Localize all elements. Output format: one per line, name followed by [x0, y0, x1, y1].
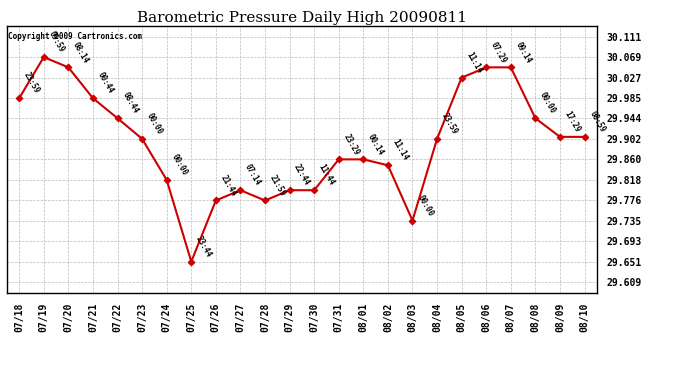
Point: [333, 156, 344, 162]
Text: 00:00: 00:00: [538, 91, 558, 116]
Text: 09:14: 09:14: [513, 40, 533, 64]
Text: 23:59: 23:59: [440, 111, 460, 136]
Text: 21:44: 21:44: [219, 173, 238, 198]
Text: 17:29: 17:29: [563, 110, 582, 134]
Point: [235, 187, 246, 193]
Point: [579, 134, 590, 140]
Point: [505, 64, 516, 70]
Point: [456, 75, 467, 81]
Text: 00:00: 00:00: [170, 153, 189, 177]
Text: 09:59: 09:59: [46, 30, 66, 54]
Text: 21:59: 21:59: [268, 173, 287, 198]
Title: Barometric Pressure Daily High 20090811: Barometric Pressure Daily High 20090811: [137, 11, 467, 25]
Point: [161, 177, 172, 183]
Text: 00:14: 00:14: [366, 132, 386, 157]
Point: [210, 198, 221, 204]
Point: [88, 95, 99, 101]
Text: 11:14: 11:14: [391, 138, 410, 162]
Text: 00:00: 00:00: [145, 111, 164, 136]
Text: 22:44: 22:44: [293, 163, 312, 188]
Point: [284, 187, 295, 193]
Point: [38, 54, 49, 60]
Point: [112, 115, 123, 121]
Text: 00:00: 00:00: [415, 193, 435, 218]
Point: [14, 95, 25, 101]
Text: 11:44: 11:44: [317, 163, 336, 188]
Point: [530, 115, 541, 121]
Text: 07:29: 07:29: [489, 40, 509, 64]
Point: [137, 136, 148, 142]
Point: [358, 156, 369, 162]
Text: 23:59: 23:59: [22, 71, 41, 95]
Point: [481, 64, 492, 70]
Text: 00:44: 00:44: [96, 71, 115, 95]
Text: 08:44: 08:44: [120, 91, 139, 116]
Text: Copyright 2009 Cartronics.com: Copyright 2009 Cartronics.com: [8, 32, 142, 40]
Point: [431, 136, 442, 142]
Text: 08:14: 08:14: [71, 40, 90, 64]
Point: [382, 162, 393, 168]
Point: [555, 134, 566, 140]
Point: [407, 217, 418, 223]
Text: 11:14: 11:14: [464, 50, 484, 75]
Point: [259, 198, 270, 204]
Point: [308, 187, 319, 193]
Text: 07:14: 07:14: [243, 163, 263, 188]
Point: [186, 259, 197, 265]
Text: 23:29: 23:29: [342, 132, 361, 157]
Text: 23:44: 23:44: [194, 234, 213, 259]
Text: 08:59: 08:59: [587, 110, 607, 134]
Point: [63, 64, 74, 70]
